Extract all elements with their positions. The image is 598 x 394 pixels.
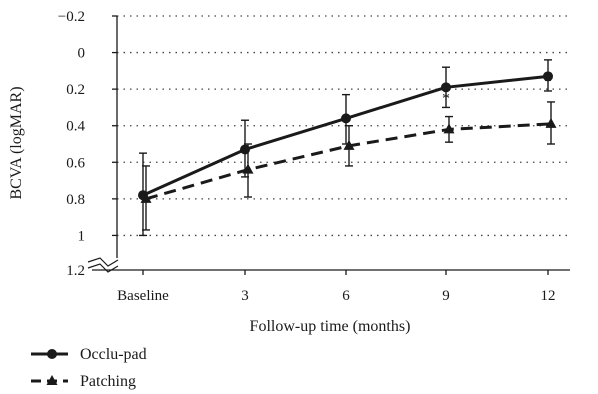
y-tick-label: 0.2 bbox=[66, 82, 85, 98]
data-point-triangle bbox=[140, 192, 152, 203]
y-tick-label: 0.8 bbox=[66, 192, 85, 208]
x-tick-label: 12 bbox=[541, 288, 556, 304]
x-tick-label: 6 bbox=[342, 288, 350, 304]
y-tick-label: 0.4 bbox=[66, 119, 85, 135]
significance-marker: * bbox=[442, 90, 450, 107]
data-point-triangle bbox=[242, 163, 254, 174]
significance-marker: * bbox=[544, 74, 552, 91]
data-point-circle bbox=[441, 82, 451, 93]
data-point-triangle bbox=[443, 123, 455, 134]
y-tick-label: 1.2 bbox=[66, 263, 85, 279]
y-tick-label: −0.2 bbox=[58, 9, 85, 25]
x-tick-label: Baseline bbox=[117, 288, 169, 304]
data-point-circle bbox=[341, 113, 351, 124]
data-point-triangle bbox=[545, 117, 557, 128]
data-point-circle bbox=[543, 71, 553, 82]
legend-swatch-marker bbox=[47, 349, 57, 359]
y-tick-label: 1 bbox=[78, 228, 86, 244]
axis-break-mark bbox=[87, 257, 119, 267]
axis-break-mark bbox=[87, 263, 119, 273]
y-tick-label: 0 bbox=[78, 46, 86, 62]
y-tick-label: 0.6 bbox=[66, 155, 85, 171]
y-axis-title: BCVA (logMAR) bbox=[8, 86, 25, 199]
x-axis-title: Follow-up time (months) bbox=[250, 318, 411, 335]
legend-swatch-marker bbox=[46, 375, 58, 385]
x-tick-label: 3 bbox=[241, 288, 249, 304]
legend-label-patching: Patching bbox=[80, 373, 136, 390]
data-point-triangle bbox=[343, 139, 355, 150]
legend-label-occlu-pad: Occlu-pad bbox=[80, 346, 147, 363]
x-tick-label: 9 bbox=[442, 288, 450, 304]
